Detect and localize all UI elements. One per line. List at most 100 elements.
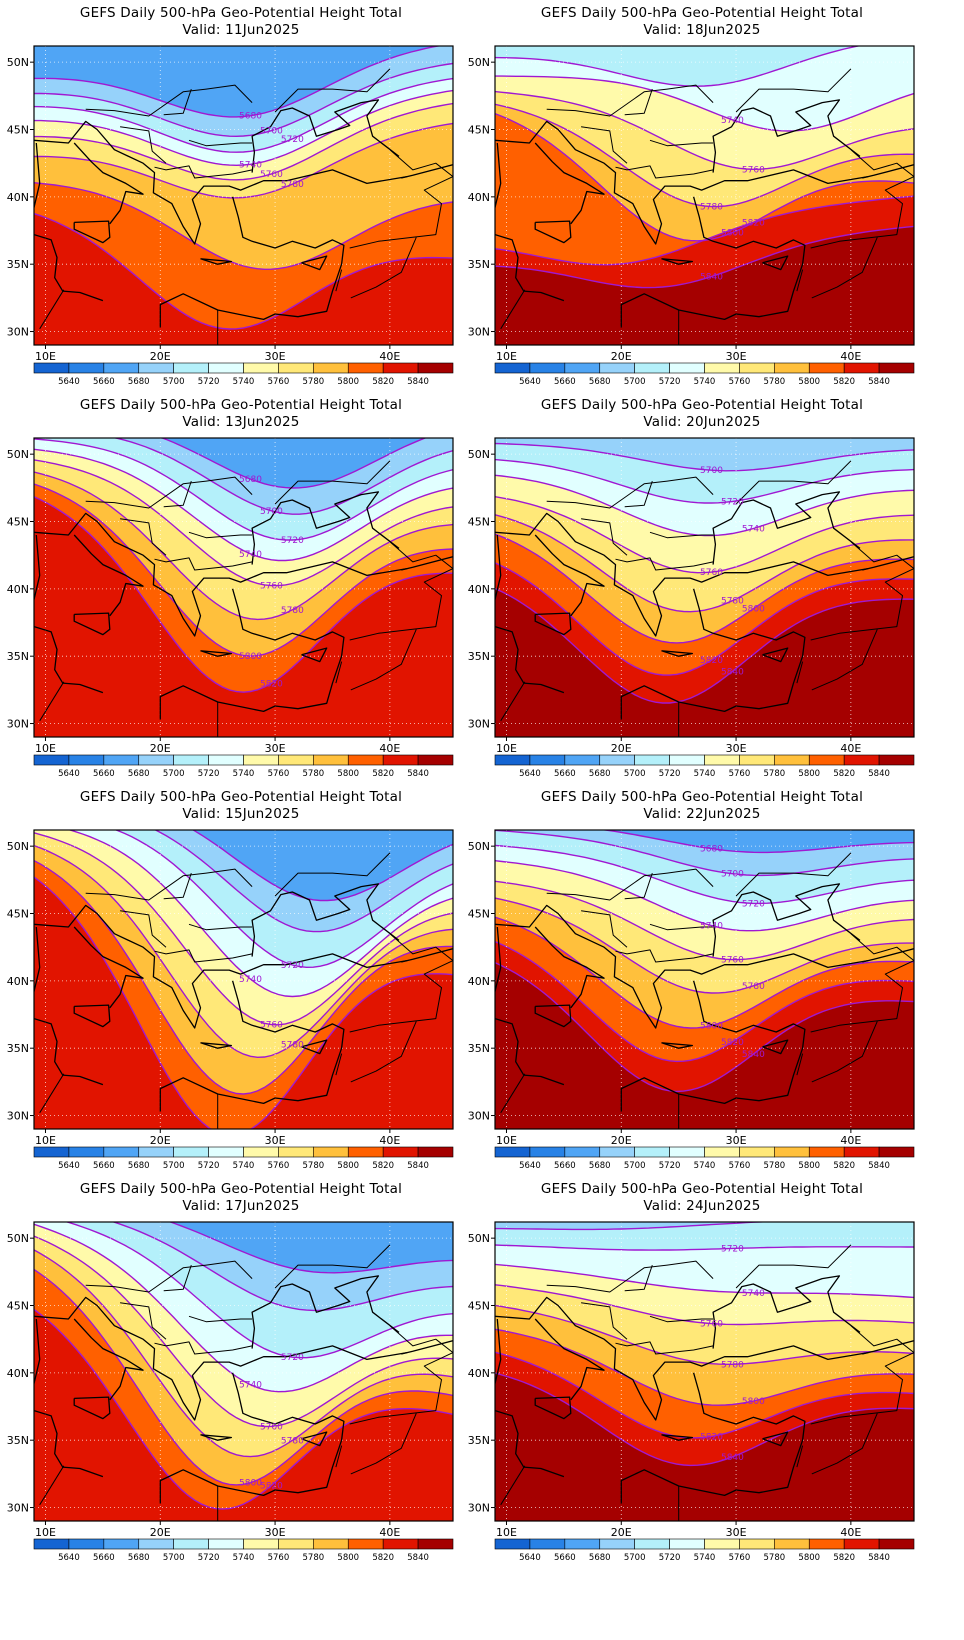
contour-line	[34, 46, 442, 118]
coastline	[862, 1340, 914, 1355]
coastline	[251, 491, 400, 565]
country-border	[500, 289, 526, 330]
y-tick-label: 35N	[7, 1434, 29, 1447]
country-border	[811, 629, 878, 691]
contour-label: 5680	[700, 845, 723, 855]
colorbar-swatch	[704, 1146, 740, 1158]
panel-title: GEFS Daily 500-hPa Geo-Potential Height …	[79, 397, 403, 413]
x-tick-label: 10E	[35, 1526, 56, 1539]
colorbar-swatch	[382, 754, 419, 766]
coastline	[534, 1004, 572, 1028]
coastline	[251, 1275, 400, 1349]
colorbar-swatch	[669, 754, 705, 766]
contour-line	[495, 916, 914, 1029]
x-tick-label: 10E	[496, 742, 517, 755]
colorbar-label: 5800	[337, 377, 359, 387]
colorbar-swatch	[243, 1146, 279, 1158]
colorbar-swatch	[68, 754, 105, 766]
country-border	[274, 68, 391, 113]
x-tick-label: 40E	[840, 742, 861, 755]
map-frame	[494, 45, 915, 346]
colorbar-label: 5780	[764, 1553, 786, 1563]
colorbar-swatch	[347, 1538, 384, 1550]
colorbar-label: 5820	[833, 1553, 855, 1563]
country-border	[615, 165, 714, 179]
contour-label: 5680	[239, 475, 262, 485]
country-border	[274, 460, 391, 505]
height-band	[495, 1373, 914, 1521]
colorbar-swatch	[313, 1538, 349, 1550]
colorbar-swatch	[417, 754, 454, 766]
panel-valid-date: Valid: 18Jun2025	[643, 22, 761, 38]
contour-line	[495, 103, 914, 208]
colorbar-label: 5760	[268, 1161, 290, 1171]
colorbar-label: 5720	[659, 1553, 681, 1563]
coastline	[762, 255, 789, 271]
contour-label: 5740	[239, 975, 262, 985]
y-tick-label: 50N	[7, 448, 29, 461]
contour-line	[34, 1308, 453, 1510]
colorbar-swatch	[382, 1146, 419, 1158]
map-panel: GEFS Daily 500-hPa Geo-Potential Height …	[461, 1176, 943, 1586]
country-border	[546, 1260, 714, 1293]
colorbar-label: 5720	[198, 1553, 220, 1563]
colorbar-label: 5720	[198, 769, 220, 779]
contour-line	[495, 225, 914, 289]
colorbar-swatch	[278, 754, 314, 766]
coastline	[73, 1396, 111, 1420]
x-tick-label: 40E	[379, 742, 400, 755]
x-tick-label: 10E	[496, 1526, 517, 1539]
map-frame	[33, 1221, 454, 1522]
y-tick-label: 35N	[468, 1042, 490, 1055]
colorbar-label: 5640	[58, 377, 80, 387]
y-tick-label: 50N	[468, 840, 490, 853]
y-tick-label: 35N	[7, 1042, 29, 1055]
coastline	[200, 1042, 233, 1049]
colorbar-swatch	[173, 1146, 209, 1158]
coastline	[862, 948, 914, 963]
coastline	[34, 904, 408, 1029]
colorbar-label: 5740	[233, 769, 255, 779]
colorbar-label: 5840	[868, 377, 890, 387]
colorbar-label: 5640	[58, 1161, 80, 1171]
colorbar-swatch	[68, 1538, 105, 1550]
colorbar-label: 5780	[303, 1553, 325, 1563]
contour-line	[154, 830, 453, 933]
colorbar-label: 5780	[764, 1161, 786, 1171]
panel-valid-date: Valid: 13Jun2025	[182, 414, 300, 430]
colorbar-label: 5760	[268, 1553, 290, 1563]
y-tick-label: 50N	[7, 56, 29, 69]
colorbar-swatch	[243, 1538, 279, 1550]
map-panel: GEFS Daily 500-hPa Geo-Potential Height …	[461, 0, 943, 410]
coastline	[34, 1017, 104, 1086]
contour-label: 5740	[721, 116, 744, 126]
contour-line	[34, 438, 453, 541]
contour-line	[34, 89, 453, 167]
map-panel: GEFS Daily 500-hPa Geo-Potential Height …	[0, 0, 482, 410]
colorbar-swatch	[347, 754, 384, 766]
contour-line	[34, 1268, 453, 1486]
contour-label: 5740	[239, 160, 262, 170]
colorbar-label: 5840	[868, 1553, 890, 1563]
coastline	[495, 120, 869, 245]
colorbar-label: 5680	[589, 1553, 611, 1563]
colorbar-label: 5660	[554, 377, 576, 387]
contour-line	[34, 182, 453, 271]
colorbar-swatch	[494, 754, 531, 766]
country-border	[624, 480, 653, 508]
map-panel: GEFS Daily 500-hPa Geo-Potential Height …	[461, 392, 943, 802]
country-border	[546, 84, 714, 117]
colorbar-label: 5700	[624, 1553, 646, 1563]
contour-line	[34, 459, 453, 587]
contour-label: 5700	[721, 870, 744, 880]
coastline	[200, 650, 233, 657]
colorbar-label: 5840	[407, 769, 429, 779]
coastline	[34, 512, 408, 637]
colorbar-label: 5740	[694, 769, 716, 779]
contour-line	[34, 1235, 453, 1428]
contour-line	[495, 1328, 914, 1406]
colorbar-label: 5680	[128, 1161, 150, 1171]
colorbar-swatch	[843, 1146, 880, 1158]
coastline	[251, 883, 400, 957]
colorbar-label: 5640	[58, 769, 80, 779]
